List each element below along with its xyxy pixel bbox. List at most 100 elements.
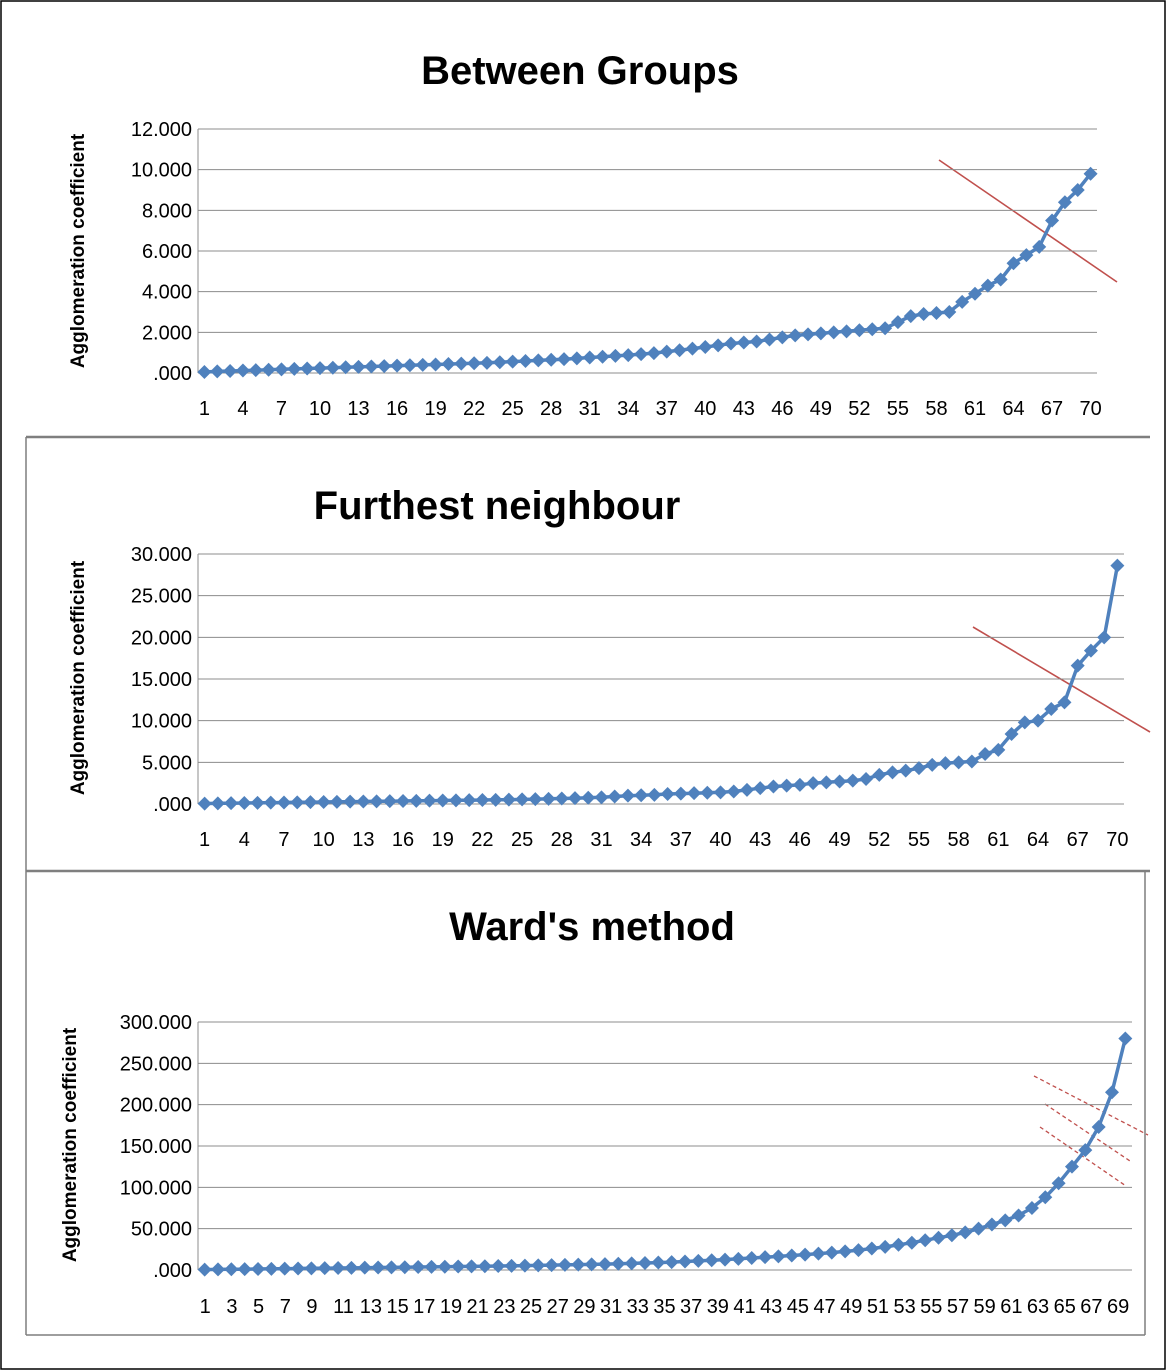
data-point: [303, 795, 318, 810]
data-point: [441, 357, 456, 372]
data-point: [569, 351, 584, 366]
data-point: [806, 776, 821, 791]
data-point: [758, 1250, 773, 1265]
data-point: [998, 1213, 1013, 1228]
x-tick-label: 9: [306, 1296, 317, 1318]
x-tick-label: 39: [707, 1296, 729, 1318]
data-point: [528, 792, 543, 807]
data-point: [891, 1237, 906, 1252]
data-point: [685, 341, 700, 356]
data-point: [369, 794, 384, 809]
data-point: [382, 794, 397, 809]
x-tick-label: 40: [694, 398, 716, 420]
x-tick-label: 37: [680, 1296, 702, 1318]
data-point: [505, 354, 520, 369]
x-tick-label: 19: [432, 829, 454, 851]
data-point: [435, 793, 450, 808]
data-point: [904, 1235, 919, 1250]
data-point: [276, 795, 291, 810]
x-tick-label: 64: [1027, 829, 1049, 851]
x-tick-label: 58: [925, 398, 947, 420]
x-tick-label: 67: [1080, 1296, 1102, 1318]
data-point: [723, 336, 738, 351]
x-tick-label: 61: [987, 829, 1009, 851]
chart-between-groups: Between Groups Agglomeration coefficient…: [68, 49, 1118, 420]
y-axis-label: Agglomeration coefficient: [68, 560, 89, 795]
data-point: [235, 363, 250, 378]
data-point: [753, 781, 768, 796]
data-point: [726, 784, 741, 799]
data-point: [422, 793, 437, 808]
y-tick-label: 50.000: [131, 1219, 192, 1241]
x-tick-label: 55: [920, 1296, 942, 1318]
data-point: [859, 772, 874, 786]
data-point: [978, 747, 993, 761]
data-point: [356, 794, 371, 809]
data-point: [872, 767, 887, 782]
x-tick-label: 33: [627, 1296, 649, 1318]
data-point: [462, 793, 477, 808]
data-point: [955, 294, 970, 309]
data-point: [344, 1260, 359, 1275]
data-point: [402, 358, 417, 373]
data-point: [331, 1261, 346, 1276]
data-point: [197, 796, 212, 811]
data-point: [771, 1249, 786, 1264]
y-tick-label: .000: [153, 363, 192, 385]
x-tick-label: 70: [1079, 398, 1101, 420]
y-tick-label: 5.000: [142, 752, 192, 774]
data-point: [396, 794, 411, 808]
data-point: [646, 346, 661, 361]
chart-title: Furthest neighbour: [314, 484, 681, 528]
data-point: [762, 332, 777, 347]
data-point: [594, 790, 609, 805]
data-point: [1017, 715, 1032, 730]
data-point: [718, 1252, 733, 1267]
data-point: [991, 742, 1006, 757]
data-point: [1044, 702, 1059, 716]
data-point: [1004, 727, 1019, 741]
series-line: [204, 565, 1120, 806]
y-tick-label: 10.000: [131, 711, 192, 733]
cut-off-line-dashed: [1033, 1075, 1149, 1136]
data-point: [329, 794, 344, 809]
data-point: [1057, 695, 1072, 710]
data-point: [1110, 558, 1125, 573]
y-axis-label: Agglomeration coefficient: [68, 133, 89, 368]
data-point: [964, 754, 979, 769]
data-point: [911, 761, 926, 776]
x-tick-label: 45: [787, 1296, 809, 1318]
x-tick-label: 27: [547, 1296, 569, 1318]
data-point: [918, 1233, 933, 1248]
data-point: [852, 323, 867, 338]
data-point: [824, 1245, 839, 1260]
data-point: [223, 363, 238, 378]
data-point: [557, 1257, 572, 1272]
data-point: [1118, 1031, 1133, 1046]
data-point: [916, 307, 931, 322]
x-tick-label: 53: [894, 1296, 916, 1318]
data-point: [660, 787, 675, 801]
data-point: [491, 1259, 506, 1274]
data-point: [351, 359, 366, 374]
data-point: [1078, 1143, 1093, 1158]
x-tick-label: 70: [1106, 829, 1128, 851]
data-point: [1038, 1190, 1053, 1205]
data-point: [621, 348, 636, 363]
data-point: [554, 791, 569, 806]
data-point: [775, 330, 790, 345]
data-point: [698, 339, 713, 354]
x-tick-label: 4: [237, 398, 248, 420]
data-point: [531, 353, 546, 368]
data-point: [371, 1260, 386, 1275]
data-point: [517, 1258, 532, 1273]
x-tick-label: 19: [440, 1296, 462, 1318]
data-point: [971, 1221, 986, 1236]
data-point: [251, 1262, 266, 1277]
x-tick-label: 55: [887, 398, 909, 420]
y-tick-label: 6.000: [142, 241, 192, 263]
x-tick-label: 65: [1054, 1296, 1076, 1318]
data-point: [634, 788, 649, 803]
data-point: [878, 321, 893, 336]
